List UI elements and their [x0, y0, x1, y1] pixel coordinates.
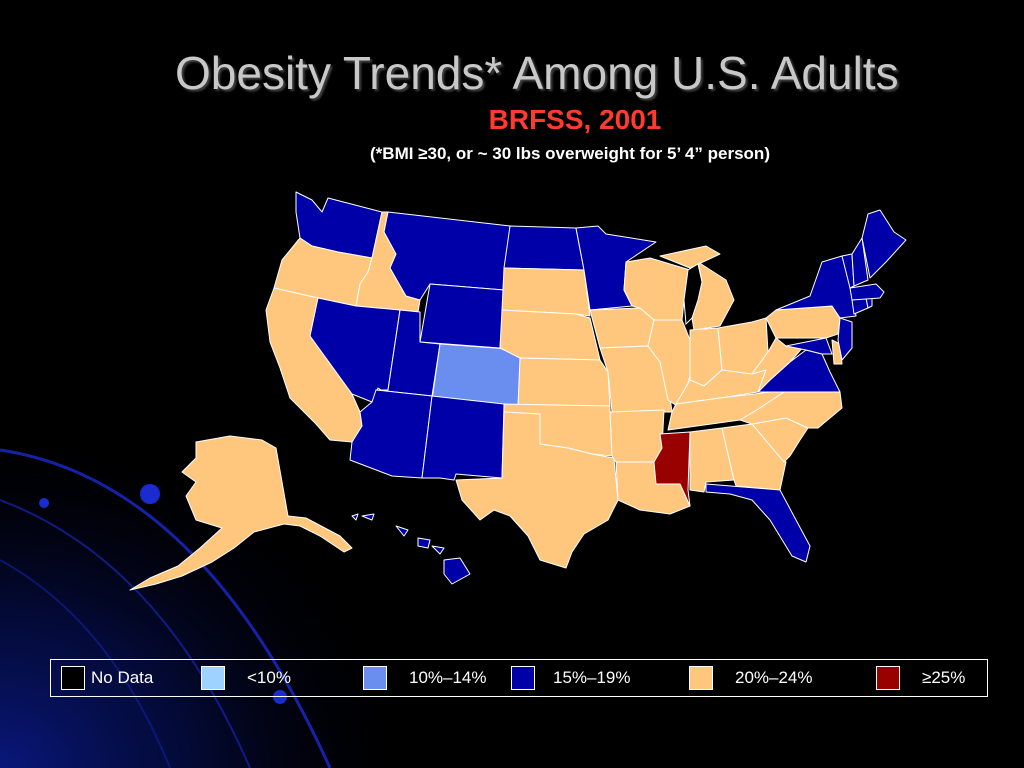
- legend-label: 10%–14%: [409, 668, 487, 687]
- state-connecticut: [851, 297, 869, 315]
- legend-item: No Data: [61, 660, 153, 696]
- state-pennsylvania: [765, 305, 841, 339]
- legend-swatch: [61, 666, 85, 690]
- state-new-hampshire: [851, 237, 869, 287]
- state-hawaii: [431, 545, 445, 555]
- legend-swatch: [201, 666, 225, 690]
- state-wyoming: [419, 283, 505, 349]
- state-mississippi: [653, 431, 691, 507]
- legend-item: 10%–14%: [363, 660, 487, 696]
- state-florida: [705, 483, 811, 563]
- page-subtitle: BRFSS, 2001: [488, 104, 662, 135]
- legend-swatch: [511, 666, 535, 690]
- state-maine: [861, 209, 907, 279]
- page-title: Obesity Trends* Among U.S. Adults: [175, 47, 899, 99]
- bmi-note: (*BMI ≥30, or ~ 30 lbs overweight for 5’…: [370, 144, 770, 163]
- legend-label: <10%: [247, 668, 291, 687]
- state-massachusetts: [849, 283, 885, 301]
- state-arizona: [349, 389, 433, 479]
- legend-item: 15%–19%: [511, 660, 631, 696]
- state-south-dakota: [501, 267, 591, 317]
- legend-label: ≥25%: [922, 668, 966, 687]
- state-kansas: [517, 357, 611, 407]
- state-hawaii: [361, 513, 375, 521]
- legend-swatch: [363, 666, 387, 690]
- state-new-mexico: [421, 395, 505, 481]
- state-hawaii: [443, 557, 471, 585]
- legend-label: 20%–24%: [735, 668, 813, 687]
- state-maryland: [785, 337, 833, 355]
- legend-item: 20%–24%: [689, 660, 813, 696]
- legend-swatch: [689, 666, 713, 690]
- legend-item: <10%: [201, 660, 291, 696]
- state-west-virginia: [751, 337, 805, 393]
- legend-item: ≥25%: [876, 660, 965, 696]
- state-nebraska: [499, 309, 601, 361]
- state-iowa: [589, 307, 655, 349]
- state-new-jersey: [837, 317, 853, 361]
- state-texas: [455, 411, 619, 569]
- legend: No Data <10% 10%–14% 15%–19% 20%–24% ≥25%: [50, 659, 988, 697]
- legend-label: No Data: [91, 668, 154, 687]
- state-north-dakota: [503, 225, 585, 271]
- legend-swatch: [876, 666, 900, 690]
- state-hawaii: [417, 537, 431, 549]
- states-layer: [129, 191, 907, 591]
- state-hawaii: [351, 513, 359, 521]
- legend-label: 15%–19%: [553, 668, 631, 687]
- state-michigan: [659, 245, 721, 269]
- state-hawaii: [395, 525, 409, 537]
- lake-michigan: [683, 263, 703, 326]
- state-arkansas: [609, 409, 665, 463]
- state-alaska: [129, 435, 353, 591]
